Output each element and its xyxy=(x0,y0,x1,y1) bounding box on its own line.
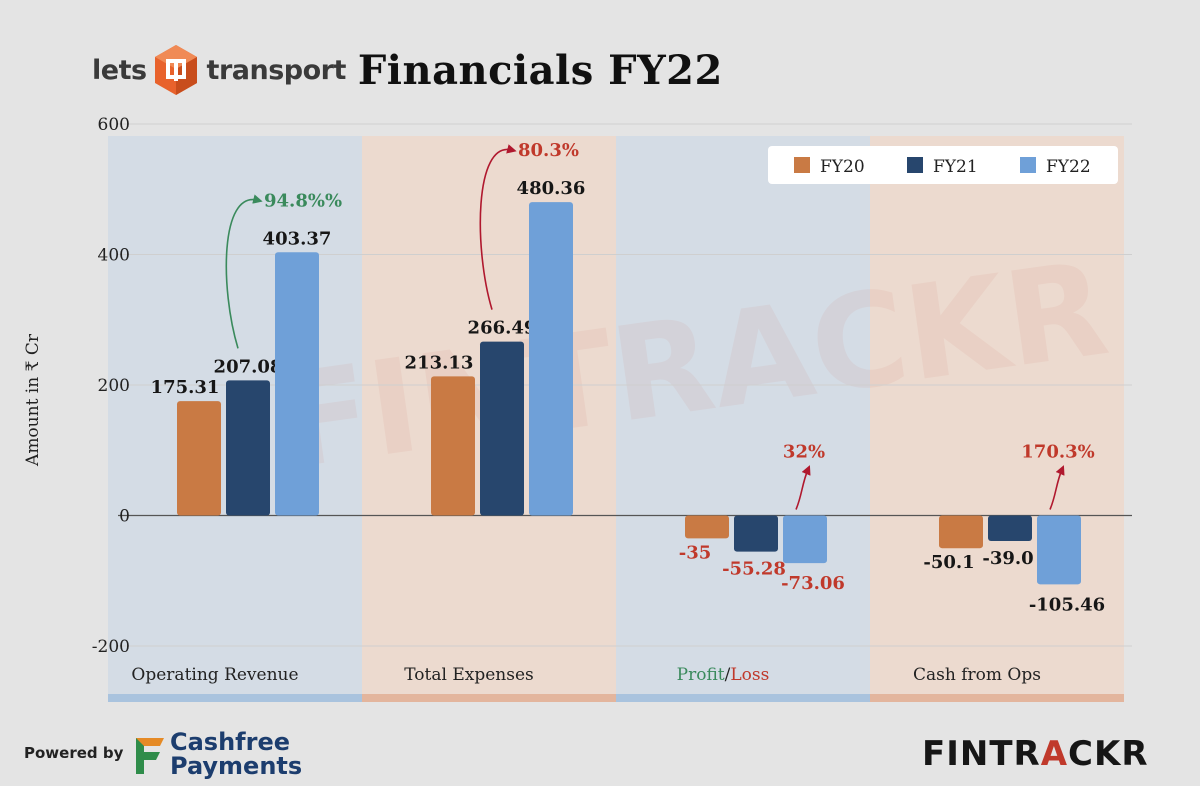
y-tick-label: -200 xyxy=(92,637,130,657)
legend-swatch-fy21 xyxy=(907,157,923,173)
y-axis-label: Amount in ₹ Cr xyxy=(23,334,43,466)
bar-fy22 xyxy=(783,515,827,564)
growth-arrow-icon xyxy=(795,465,811,510)
bar-value-label: 403.37 xyxy=(263,228,332,249)
sponsor-name-line2: Payments xyxy=(170,752,303,780)
category-panel xyxy=(870,136,1124,696)
bar-value-label: -105.46 xyxy=(1029,594,1105,615)
category-strip xyxy=(616,694,870,702)
bar-fy21 xyxy=(734,515,778,552)
y-tick-label: 0 xyxy=(119,507,130,527)
bar-value-label: -50.1 xyxy=(923,552,974,573)
category-label-part: Total Expenses xyxy=(404,665,533,685)
fintrackr-brand-end: CKR xyxy=(1068,734,1149,774)
brand-name-transport: transport xyxy=(206,54,347,86)
bar-value-label: 480.36 xyxy=(517,178,586,199)
y-tick-label: 200 xyxy=(98,376,130,396)
header: lets transport Financials FY22 xyxy=(92,40,723,100)
bar-value-label: 266.49 xyxy=(468,318,537,339)
bar-fy21 xyxy=(226,380,270,516)
legend-swatch-fy20 xyxy=(794,157,810,173)
brand-name-lets: lets xyxy=(92,54,147,86)
bar-fy22 xyxy=(275,252,319,516)
chart-title: Financials FY22 xyxy=(357,46,723,94)
sponsor-name-line1: Cashfree xyxy=(170,728,291,756)
growth-annotation: 170.3% xyxy=(1021,442,1094,463)
bar-value-label: 175.31 xyxy=(151,377,220,398)
y-tick-label: 400 xyxy=(98,246,130,266)
legend-swatch-fy22 xyxy=(1020,157,1036,173)
legend-box xyxy=(768,146,1118,184)
bar-fy21 xyxy=(480,341,524,516)
category-strip xyxy=(108,694,362,702)
category-strip xyxy=(870,694,1124,702)
powered-by-label: Powered by xyxy=(24,744,124,762)
bar-value-label: 213.13 xyxy=(405,352,474,373)
bar-fy20 xyxy=(431,376,475,516)
bar-value-label: -55.28 xyxy=(722,559,786,580)
legend-label-fy22: FY22 xyxy=(1046,157,1091,177)
category-label-part: / xyxy=(725,665,731,685)
letstransport-logo-icon xyxy=(154,45,197,95)
category-label-part: Cash from Ops xyxy=(913,665,1041,685)
cashfree-logo-icon xyxy=(136,738,164,774)
growth-annotation: 80.3% xyxy=(518,140,579,161)
category-label-part: Operating Revenue xyxy=(131,665,298,685)
category-label: Operating Revenue xyxy=(131,665,298,685)
category-label: Total Expenses xyxy=(404,665,533,685)
fintrackr-brand-main: FINTR xyxy=(922,734,1041,774)
category-label-part: Profit xyxy=(677,665,725,685)
bar-fy20 xyxy=(685,515,729,539)
fintrackr-brand: FINTRACKR xyxy=(922,734,1149,774)
legend-label-fy21: FY21 xyxy=(933,157,978,177)
growth-arrow-icon xyxy=(225,194,263,349)
bar-fy20 xyxy=(939,515,983,549)
growth-arrow-icon xyxy=(479,144,517,310)
bar-fy22 xyxy=(1037,515,1081,585)
legend-label-fy20: FY20 xyxy=(820,157,865,177)
category-panel xyxy=(616,136,870,696)
bar-value-label: -73.06 xyxy=(781,573,845,594)
bar-fy21 xyxy=(988,515,1032,541)
growth-annotation: 94.8%% xyxy=(264,190,342,211)
bar-value-label: -39.0 xyxy=(982,548,1033,569)
sponsor-name: Cashfree Payments xyxy=(170,730,302,778)
bar-value-label: 207.08 xyxy=(214,356,283,377)
fintrackr-brand-accent: A xyxy=(1040,734,1069,774)
y-tick-label: 600 xyxy=(98,115,130,135)
bar-fy20 xyxy=(177,401,221,516)
category-label: Cash from Ops xyxy=(913,665,1041,685)
category-strip xyxy=(362,694,616,702)
bar-fy22 xyxy=(529,202,573,516)
category-label: Profit/Loss xyxy=(677,665,770,685)
category-label-part: Loss xyxy=(730,665,769,685)
bar-value-label: -35 xyxy=(679,542,712,563)
growth-annotation: 32% xyxy=(783,442,825,463)
growth-arrow-icon xyxy=(1049,465,1065,510)
